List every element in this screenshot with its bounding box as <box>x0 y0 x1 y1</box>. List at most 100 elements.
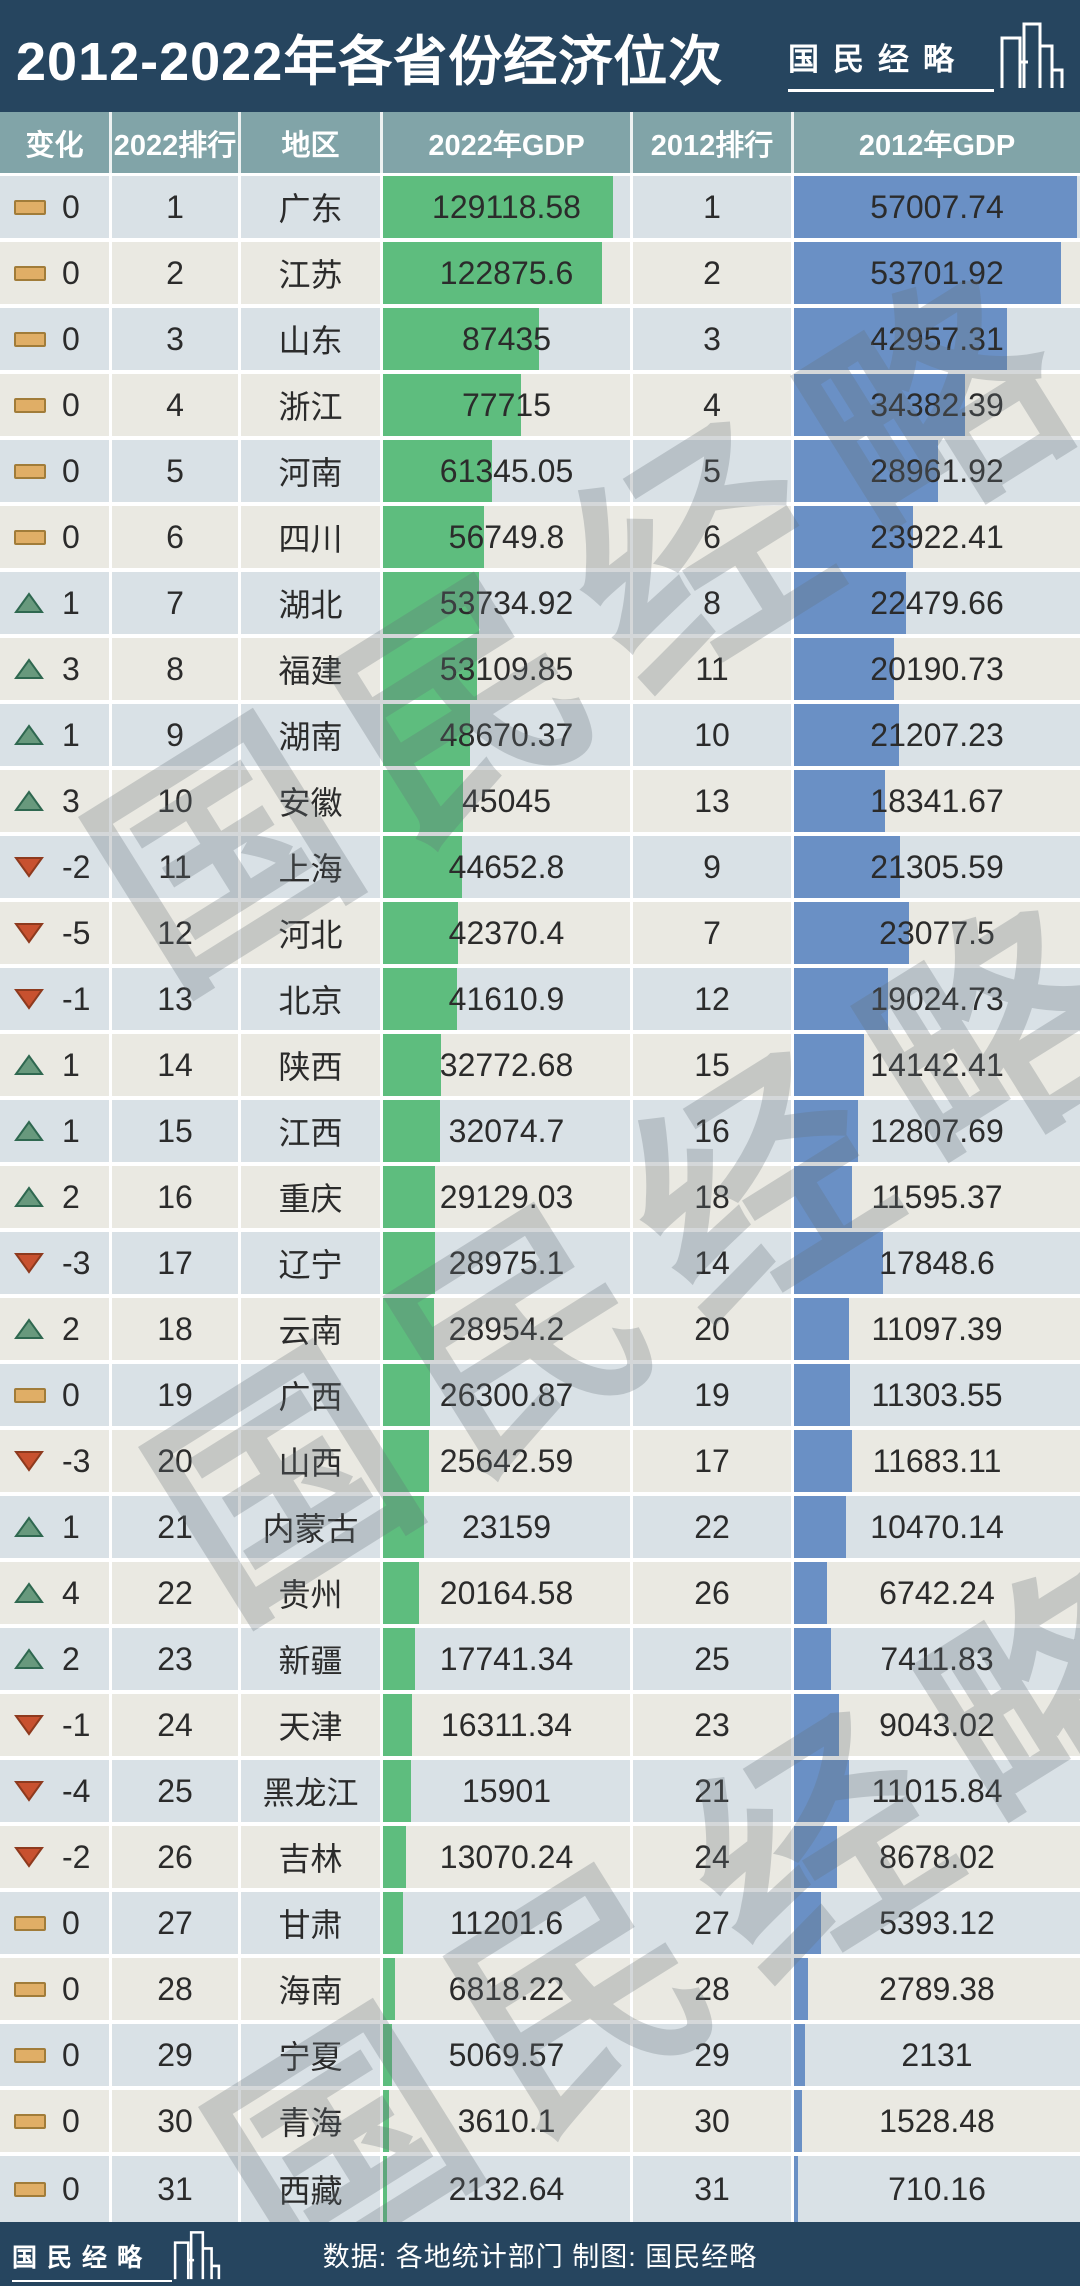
down-triangle-icon <box>14 1252 48 1274</box>
gdp-2012-cell: 34382.39 <box>794 374 1080 436</box>
gdp-2022-value: 23159 <box>462 1508 551 1545</box>
gdp-2012-value: 42957.31 <box>870 320 1004 357</box>
rank-2012-cell: 11 <box>633 638 794 700</box>
gdp-2012-cell: 710.16 <box>794 2156 1080 2222</box>
rank-2022-cell: 16 <box>112 1166 241 1228</box>
change-cell: 1 <box>0 572 112 634</box>
flat-dash-icon <box>14 265 48 281</box>
header-gdp-2022: 2022年GDP <box>383 112 633 173</box>
gdp-2012-bar <box>794 1496 846 1558</box>
gdp-2012-value: 11595.37 <box>871 1178 1003 1215</box>
gdp-2012-bar <box>794 2156 798 2222</box>
change-value: 2 <box>62 1640 80 1677</box>
change-cell: 0 <box>0 440 112 502</box>
change-value: -2 <box>62 848 91 885</box>
region-cell: 江西 <box>241 1100 383 1162</box>
gdp-2012-value: 28961.92 <box>870 452 1004 489</box>
footer-bar: 国民经略 数据: 各地统计部门 制图: 国民经略 <box>0 2222 1080 2286</box>
rank-2012-cell: 6 <box>633 506 794 568</box>
change-cell: 1 <box>0 1100 112 1162</box>
rank-2022-cell: 17 <box>112 1232 241 1294</box>
table-row: 1 7 湖北 53734.92 8 22479.66 <box>0 572 1080 638</box>
gdp-2022-value: 87435 <box>462 320 551 357</box>
rank-2022-cell: 13 <box>112 968 241 1030</box>
gdp-2022-cell: 25642.59 <box>383 1430 633 1492</box>
rank-2012-cell: 19 <box>633 1364 794 1426</box>
page-title: 2012-2022年各省份经济位次 <box>16 31 724 92</box>
rank-2012-cell: 7 <box>633 902 794 964</box>
gdp-2022-cell: 6818.22 <box>383 1958 633 2020</box>
gdp-2022-bar <box>383 2090 390 2152</box>
change-cell: -3 <box>0 1232 112 1294</box>
footer-credit: 数据: 各地统计部门 制图: 国民经略 <box>322 2241 758 2272</box>
gdp-2012-bar <box>794 1034 865 1096</box>
gdp-2012-cell: 42957.31 <box>794 308 1080 370</box>
gdp-2022-bar <box>383 1430 429 1492</box>
rank-2012-cell: 15 <box>633 1034 794 1096</box>
change-cell: 2 <box>0 1628 112 1690</box>
table-row: 1 14 陕西 32772.68 15 14142.41 <box>0 1034 1080 1100</box>
change-cell: 0 <box>0 242 112 304</box>
change-cell: -2 <box>0 1826 112 1888</box>
table-row: 0 4 浙江 77715 4 34382.39 <box>0 374 1080 440</box>
gdp-2022-value: 13070.24 <box>439 1838 574 1875</box>
gdp-2012-value: 20190.73 <box>870 650 1004 687</box>
down-triangle-icon <box>14 1714 48 1736</box>
table-body: 0 1 广东 129118.58 1 57007.74 0 2 江苏 12287… <box>0 176 1080 2222</box>
gdp-2012-bar <box>794 440 938 502</box>
gdp-2022-cell: 28975.1 <box>383 1232 633 1294</box>
gdp-2022-bar <box>383 1298 435 1360</box>
brand-logo-underline <box>788 89 994 92</box>
gdp-2022-value: 25642.59 <box>439 1442 574 1479</box>
gdp-2022-cell: 2132.64 <box>383 2156 633 2222</box>
table-row: -2 11 上海 44652.8 9 21305.59 <box>0 836 1080 902</box>
flat-dash-icon <box>14 2113 48 2129</box>
flat-dash-icon <box>14 1981 48 1997</box>
region-cell: 黑龙江 <box>241 1760 383 1822</box>
change-value: -1 <box>62 1706 91 1743</box>
gdp-2022-bar <box>383 770 464 832</box>
gdp-2012-bar <box>794 1364 851 1426</box>
flat-dash-icon <box>14 1387 48 1403</box>
change-cell: 0 <box>0 2156 112 2222</box>
gdp-2012-value: 6742.24 <box>879 1574 995 1611</box>
gdp-2022-bar <box>383 902 459 964</box>
change-value: 3 <box>62 782 80 819</box>
region-cell: 上海 <box>241 836 383 898</box>
table-row: -5 12 河北 42370.4 7 23077.5 <box>0 902 1080 968</box>
change-cell: -1 <box>0 968 112 1030</box>
footer-brand-logo-underline <box>12 2280 172 2282</box>
region-cell: 陕西 <box>241 1034 383 1096</box>
change-cell: 1 <box>0 1496 112 1558</box>
up-triangle-icon <box>14 658 48 680</box>
gdp-2012-value: 2131 <box>901 2036 973 2073</box>
footer-brand-logo: 国民经略 <box>12 2228 222 2282</box>
change-cell: 0 <box>0 1958 112 2020</box>
change-value: -3 <box>62 1442 91 1479</box>
change-value: -3 <box>62 1244 91 1281</box>
gdp-2012-bar <box>794 2024 805 2086</box>
gdp-2022-value: 45045 <box>462 782 551 819</box>
region-cell: 云南 <box>241 1298 383 1360</box>
change-cell: 3 <box>0 770 112 832</box>
gdp-2022-bar <box>383 1232 435 1294</box>
title-bar: 2012-2022年各省份经济位次 国民经略 <box>0 0 1080 112</box>
rank-2012-cell: 16 <box>633 1100 794 1162</box>
region-cell: 北京 <box>241 968 383 1030</box>
rank-2022-cell: 10 <box>112 770 241 832</box>
down-triangle-icon <box>14 922 48 944</box>
region-cell: 河北 <box>241 902 383 964</box>
gdp-2022-cell: 48670.37 <box>383 704 633 766</box>
up-triangle-icon <box>14 1186 48 1208</box>
region-cell: 内蒙古 <box>241 1496 383 1558</box>
flat-dash-icon <box>14 1915 48 1931</box>
gdp-2022-cell: 29129.03 <box>383 1166 633 1228</box>
gdp-2022-cell: 53109.85 <box>383 638 633 700</box>
region-cell: 浙江 <box>241 374 383 436</box>
change-value: 3 <box>62 650 80 687</box>
gdp-2012-cell: 14142.41 <box>794 1034 1080 1096</box>
gdp-2012-bar <box>794 1298 850 1360</box>
up-triangle-icon <box>14 790 48 812</box>
rank-2022-cell: 5 <box>112 440 241 502</box>
gdp-2022-cell: 44652.8 <box>383 836 633 898</box>
